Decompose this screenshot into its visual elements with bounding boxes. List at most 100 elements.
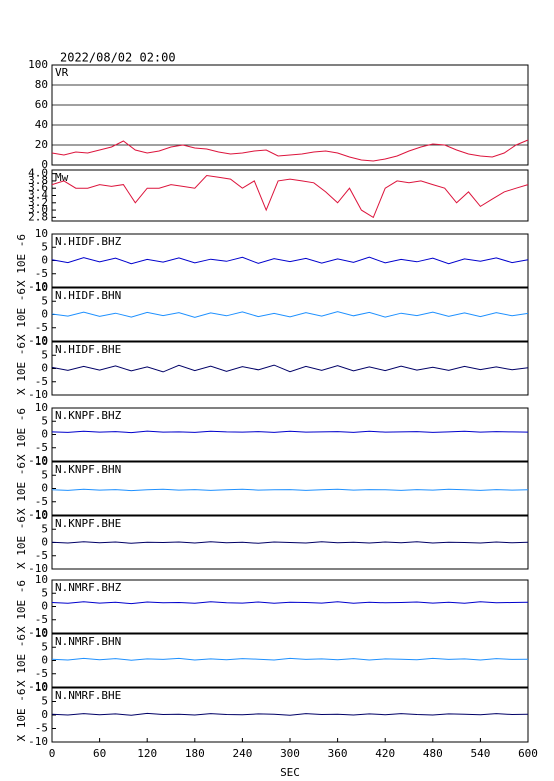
y-tick-label: 60: [35, 98, 48, 111]
y-axis-label: X 10E -6: [15, 580, 28, 633]
x-tick-label: 420: [375, 747, 395, 760]
y-tick-label: -10: [28, 454, 48, 467]
panel-frame: [51, 407, 529, 462]
y-tick-label: 80: [35, 78, 48, 91]
y-axis-label: X 10E -6: [15, 462, 28, 515]
y-tick-label: 3.6: [28, 181, 48, 194]
y-tick-label: -10: [28, 388, 48, 401]
panel-label: N.HIDF.BHZ: [55, 235, 122, 248]
y-tick-label: 100: [28, 58, 48, 71]
y-tick-label: 10: [35, 627, 48, 640]
y-tick-label: 0: [41, 654, 48, 667]
y-tick-label: 0: [41, 308, 48, 321]
y-tick-label: -5: [35, 441, 48, 454]
y-axis-label: X 10E -6: [15, 234, 28, 287]
y-tick-label: 0: [41, 536, 48, 549]
trace: [51, 541, 529, 544]
trace: [51, 601, 529, 605]
y-tick-label: 0: [41, 362, 48, 375]
y-tick-label: 0: [41, 482, 48, 495]
y-axis-label: X 10E -6: [15, 408, 28, 461]
y-tick-label: 5: [41, 240, 48, 253]
y-tick-label: -5: [35, 722, 48, 735]
x-tick-label: 360: [328, 747, 348, 760]
x-tick-label: 240: [232, 747, 252, 760]
y-tick-label: 40: [35, 118, 48, 131]
x-tick-label: 540: [470, 747, 490, 760]
x-tick-label: 60: [93, 747, 106, 760]
panel-frame: [51, 579, 529, 634]
y-tick-label: 10: [35, 455, 48, 468]
y-tick-label: 5: [41, 640, 48, 653]
y-tick-label: -5: [35, 667, 48, 680]
y-tick-label: -5: [35, 495, 48, 508]
x-tick-label: 480: [423, 747, 443, 760]
panel-label: N.NMRF.BHZ: [55, 581, 122, 594]
y-tick-label: -10: [28, 334, 48, 347]
y-tick-label: -5: [35, 549, 48, 562]
chart-title: 2022/08/02 02:00: [60, 51, 176, 65]
panel-label: N.KNPF.BHN: [55, 463, 121, 476]
y-axis-label: X 10E -6: [15, 342, 28, 395]
x-tick-label: 600: [518, 747, 538, 760]
panel-label: N.NMRF.BHE: [55, 689, 121, 702]
y-tick-label: 10: [35, 281, 48, 294]
y-tick-label: 5: [41, 586, 48, 599]
y-tick-label: 5: [41, 695, 48, 708]
y-tick-label: 4.0: [28, 167, 48, 180]
panel-label: N.HIDF.BHN: [55, 289, 121, 302]
y-tick-label: 20: [35, 138, 48, 151]
y-tick-label: 3.0: [28, 203, 48, 216]
y-tick-label: -5: [35, 267, 48, 280]
y-tick-label: 0: [41, 708, 48, 721]
y-axis-label: X 10E -6: [15, 634, 28, 687]
y-tick-label: 0: [41, 254, 48, 267]
y-tick-label: -5: [35, 321, 48, 334]
y-tick-label: -10: [28, 626, 48, 639]
y-tick-label: 2.8: [28, 210, 48, 223]
panel-frame: [51, 461, 529, 516]
y-tick-label: 3.4: [28, 189, 48, 202]
y-tick-label: -5: [35, 375, 48, 388]
panel-label: N.NMRF.BHN: [55, 635, 121, 648]
trace: [51, 311, 529, 318]
y-tick-label: 5: [41, 468, 48, 481]
x-tick-label: 300: [280, 747, 300, 760]
y-axis-label: X 10E -6: [15, 689, 28, 742]
x-tick-label: 0: [49, 747, 56, 760]
x-tick-label: 180: [185, 747, 205, 760]
panel-label: N.KNPF.BHZ: [55, 409, 122, 422]
trace: [51, 712, 529, 716]
y-tick-label: 10: [35, 401, 48, 414]
y-tick-label: 10: [35, 509, 48, 522]
y-tick-label: 5: [41, 294, 48, 307]
panel-frame: [51, 633, 529, 688]
y-tick-label: -5: [35, 613, 48, 626]
panel-label: VR: [55, 66, 69, 79]
x-axis-label: SEC: [280, 766, 300, 779]
y-tick-label: 10: [35, 681, 48, 694]
panel-label: N.HIDF.BHE: [55, 343, 121, 356]
y-tick-label: -10: [28, 735, 48, 748]
y-tick-label: 3.8: [28, 174, 48, 187]
trace: [51, 430, 529, 434]
trace: [51, 488, 529, 492]
trace: [51, 174, 529, 219]
y-tick-label: -10: [28, 680, 48, 693]
y-tick-label: -10: [28, 508, 48, 521]
y-tick-label: 5: [41, 414, 48, 427]
panel-label: N.KNPF.BHE: [55, 517, 121, 530]
y-tick-label: 3.2: [28, 196, 48, 209]
trace: [51, 139, 529, 162]
y-tick-label: 5: [41, 348, 48, 361]
y-tick-label: 10: [35, 227, 48, 240]
y-tick-label: 0: [41, 600, 48, 613]
y-tick-label: -10: [28, 562, 48, 575]
y-tick-label: 10: [35, 335, 48, 348]
trace: [51, 364, 529, 373]
y-axis-label: X 10E -6: [15, 288, 28, 341]
panel-label: Mw: [55, 171, 69, 184]
y-axis-label: X 10E -6: [15, 516, 28, 569]
x-tick-label: 120: [137, 747, 157, 760]
